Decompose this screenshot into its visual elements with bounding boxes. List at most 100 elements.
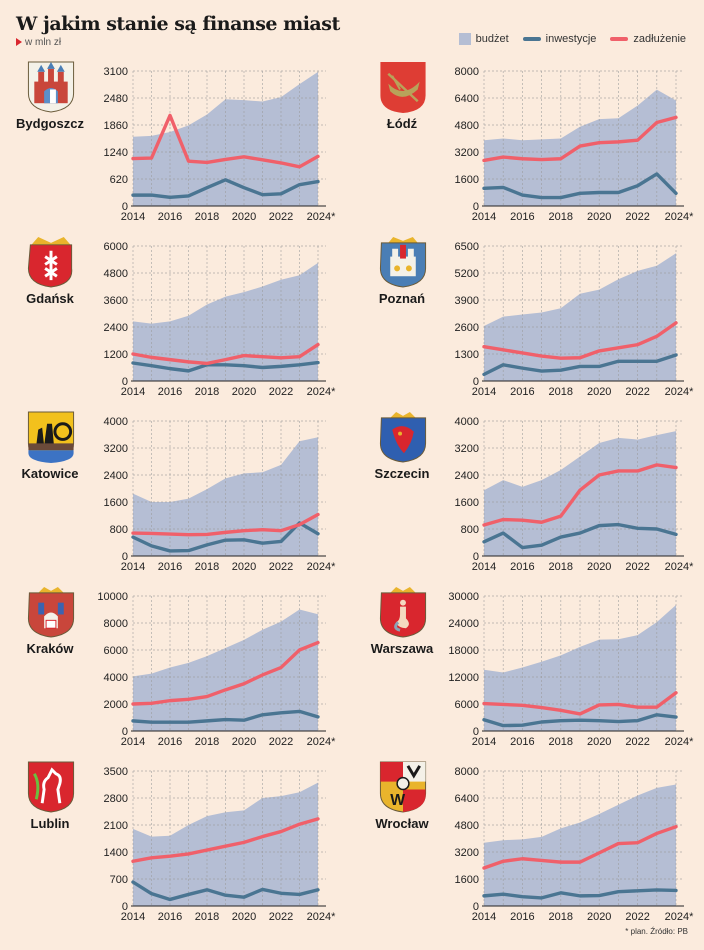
y-tick-label: 3200: [455, 847, 479, 859]
city-name: Lublin: [30, 816, 70, 831]
chart: 0 620 1240 1860 2480 3100 2014 2016 2018 2020 2022…: [104, 66, 337, 223]
x-tick-label: 2014: [121, 736, 145, 748]
x-tick-label: 2018: [549, 211, 573, 223]
x-tick-label: 2016: [158, 561, 182, 573]
x-tick-label: 2016: [510, 736, 534, 748]
legend-label-investments: inwestycje: [545, 33, 597, 45]
x-tick-label: 2014: [472, 211, 496, 223]
x-tick-label: 2022: [625, 736, 649, 748]
y-tick-label: 0: [473, 726, 479, 738]
y-tick-label: 4800: [455, 120, 479, 132]
y-tick-label: 0: [122, 726, 128, 738]
y-tick-label: 2400: [104, 322, 128, 334]
legend-item-budget: budżet: [458, 33, 509, 45]
y-tick-label: 3100: [104, 66, 128, 78]
x-tick-label: 2024*: [665, 561, 694, 573]
legend-swatch-debt: [610, 37, 629, 41]
x-tick-label: 2024*: [665, 911, 694, 923]
city-panel-wroclaw: W Wrocław 0 1600 3200 4800 6400 8000 2014 2016 201…: [352, 758, 704, 933]
x-tick-label: 2020: [587, 561, 611, 573]
y-tick-label: 4800: [455, 820, 479, 832]
y-tick-label: 1240: [104, 147, 128, 159]
city-name: Bydgoszcz: [16, 116, 84, 131]
y-tick-label: 0: [473, 551, 479, 563]
city-panel-krakow: Kraków 0 2000 4000 6000 8000 10000 2014 2016 2018…: [0, 583, 352, 758]
city-name: Katowice: [21, 466, 79, 481]
y-tick-label: 3500: [104, 766, 128, 778]
y-tick-label: 0: [122, 376, 128, 388]
x-tick-label: 2014: [472, 911, 496, 923]
y-tick-label: 2480: [104, 93, 128, 105]
x-tick-label: 2014: [121, 386, 145, 398]
legend-swatch-investments: [522, 37, 541, 41]
city-name: Kraków: [26, 641, 74, 656]
x-tick-label: 2020: [587, 736, 611, 748]
coat-of-arms-icon: [27, 61, 75, 113]
chart: 0 1200 2400 3600 4800 6000 2014 2016 2018 2020 202…: [104, 241, 337, 398]
y-tick-label: 0: [122, 901, 128, 913]
city-panel-warszawa: Warszawa 0 6000 12000 18000 24000 30000 2014 201…: [352, 583, 704, 758]
x-tick-label: 2014: [472, 386, 496, 398]
y-tick-label: 620: [110, 174, 128, 186]
x-tick-label: 2024*: [307, 911, 336, 923]
x-tick-label: 2016: [158, 736, 182, 748]
page-title: W jakim stanie są finanse miast: [16, 13, 340, 35]
x-tick-label: 2016: [510, 211, 534, 223]
y-tick-label: 5200: [455, 268, 479, 280]
x-tick-label: 2018: [195, 911, 219, 923]
y-tick-label: 1600: [455, 174, 479, 186]
x-tick-label: 2024*: [665, 736, 694, 748]
chart: 0 1600 3200 4800 6400 8000 2014 2016 2018 2020 202…: [455, 766, 695, 923]
y-tick-label: 1400: [104, 847, 128, 859]
legend-item-debt: zadłużenie: [610, 33, 686, 45]
legend-label-debt: zadłużenie: [633, 33, 686, 45]
x-tick-label: 2016: [510, 561, 534, 573]
x-tick-label: 2022: [269, 386, 293, 398]
x-tick-label: 2020: [587, 211, 611, 223]
x-tick-label: 2022: [625, 211, 649, 223]
city-name: Poznań: [378, 291, 426, 306]
city-panel-lodz: Łódź 0 1600 3200 4800 6400 8000 2014 2016 2018 202…: [352, 58, 704, 233]
legend-item-investments: inwestycje: [522, 33, 597, 45]
y-tick-label: 30000: [448, 591, 479, 603]
budget-area: [133, 262, 318, 381]
chart: 0 700 1400 2100 2800 3500 2014 2016 2018 2020 2022…: [104, 766, 337, 923]
legend: budżet inwestycje zadłużenie: [458, 33, 686, 45]
x-tick-label: 2016: [158, 211, 182, 223]
y-tick-label: 2100: [104, 820, 128, 832]
y-tick-label: 2000: [104, 699, 128, 711]
y-tick-label: 4800: [104, 268, 128, 280]
coat-of-arms-icon: [27, 236, 73, 288]
x-tick-label: 2022: [269, 211, 293, 223]
x-tick-label: 2024*: [307, 736, 336, 748]
city-name: Szczecin: [374, 466, 430, 481]
city-name: Wrocław: [375, 816, 429, 831]
y-tick-label: 6400: [455, 93, 479, 105]
x-tick-label: 2020: [232, 561, 256, 573]
y-tick-label: 6000: [455, 699, 479, 711]
y-tick-label: 2600: [455, 322, 479, 334]
coat-of-arms-icon: [380, 61, 426, 114]
x-tick-label: 2014: [121, 211, 145, 223]
legend-label-budget: budżet: [475, 33, 509, 45]
y-tick-label: 800: [110, 524, 128, 536]
y-tick-label: 24000: [448, 618, 479, 630]
y-tick-label: 0: [473, 376, 479, 388]
x-tick-label: 2022: [625, 561, 649, 573]
city-panel-gdansk: Gdańsk 0 1200 2400 3600 4800 6000 2014 2016 2018 2…: [0, 233, 352, 408]
y-tick-label: 3200: [104, 443, 128, 455]
x-tick-label: 2018: [195, 736, 219, 748]
budget-area: [484, 784, 676, 906]
y-tick-label: 1300: [455, 349, 479, 361]
x-tick-label: 2022: [625, 386, 649, 398]
budget-area: [133, 437, 318, 556]
coat-of-arms-icon: [379, 411, 427, 463]
y-tick-label: 6000: [104, 241, 128, 253]
x-tick-label: 2020: [587, 911, 611, 923]
budget-area: [484, 253, 676, 381]
y-tick-label: 6500: [455, 241, 479, 253]
x-tick-label: 2024*: [307, 561, 336, 573]
chart: 0 800 1600 2400 3200 4000 2014 2016 2018 2020 2022…: [455, 416, 695, 573]
y-tick-label: 3600: [104, 295, 128, 307]
x-tick-label: 2018: [195, 561, 219, 573]
